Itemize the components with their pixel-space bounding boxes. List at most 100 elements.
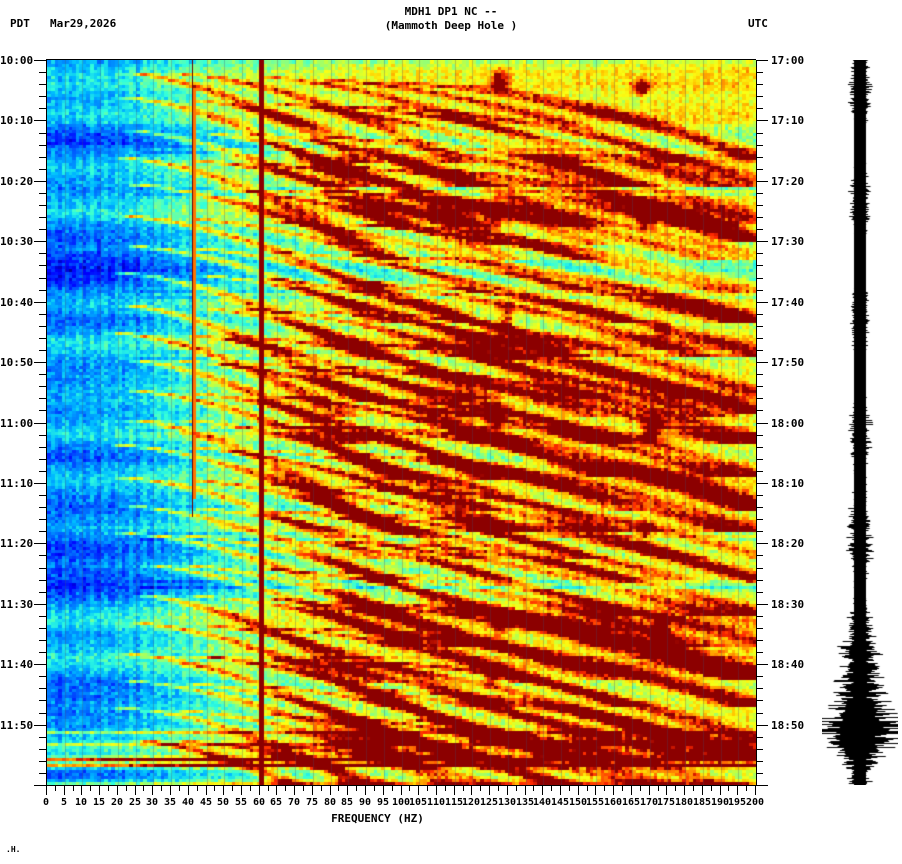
- time-tick-right: [756, 278, 763, 279]
- frequency-tick: [347, 786, 348, 795]
- frequency-label: 115: [444, 797, 464, 808]
- time-tick-left: [39, 737, 46, 738]
- time-tick-left: [34, 120, 46, 121]
- frequency-tick: [383, 786, 384, 795]
- time-tick-left: [39, 640, 46, 641]
- frequency-label: 150: [568, 797, 588, 808]
- station-code-title: MDH1 DP1 NC --: [404, 5, 498, 18]
- plot-frame-top: [46, 59, 756, 60]
- frequency-tick: [480, 786, 481, 791]
- timezone-left-label: PDT: [10, 17, 30, 30]
- frequency-label: 75: [305, 797, 319, 808]
- frequency-tick: [613, 786, 614, 795]
- time-tick-left: [34, 302, 46, 303]
- frequency-label: 55: [234, 797, 248, 808]
- time-label-local: 10:20: [0, 175, 34, 188]
- frequency-tick: [666, 786, 667, 795]
- time-tick-left: [39, 628, 46, 629]
- frequency-label: 110: [426, 797, 446, 808]
- frequency-label: 80: [323, 797, 337, 808]
- frequency-label: 125: [479, 797, 499, 808]
- time-tick-left: [39, 193, 46, 194]
- time-tick-right: [756, 737, 763, 738]
- frequency-axis-title: FREQUENCY (HZ): [331, 812, 424, 825]
- time-tick-right: [756, 302, 768, 303]
- time-tick-right: [756, 410, 763, 411]
- time-tick-right: [756, 72, 763, 73]
- frequency-tick: [374, 786, 375, 791]
- frequency-tick: [46, 786, 47, 795]
- time-tick-right: [756, 785, 768, 786]
- frequency-tick: [409, 786, 410, 791]
- time-tick-right: [756, 459, 763, 460]
- frequency-tick: [135, 786, 136, 795]
- frequency-tick: [170, 786, 171, 795]
- time-tick-left: [34, 725, 46, 726]
- frequency-tick: [551, 786, 552, 791]
- time-tick-left: [39, 652, 46, 653]
- frequency-tick: [206, 786, 207, 795]
- seismogram-trace: [822, 60, 898, 785]
- frequency-tick: [223, 786, 224, 795]
- time-label-local: 11:30: [0, 598, 34, 611]
- time-tick-right: [756, 314, 763, 315]
- time-label-local: 11:00: [0, 417, 34, 430]
- timezone-right-label: UTC: [748, 17, 768, 30]
- frequency-tick: [197, 786, 198, 791]
- frequency-label: 135: [515, 797, 535, 808]
- frequency-tick: [746, 786, 747, 791]
- frequency-label: 130: [497, 797, 517, 808]
- time-label-utc: 17:30: [771, 235, 805, 248]
- frequency-tick: [463, 786, 464, 791]
- frequency-tick: [533, 786, 534, 791]
- frequency-tick: [436, 786, 437, 795]
- frequency-tick: [268, 786, 269, 791]
- frequency-label: 85: [340, 797, 354, 808]
- time-tick-left: [39, 374, 46, 375]
- frequency-tick: [693, 786, 694, 791]
- frequency-label: 155: [585, 797, 605, 808]
- time-tick-left: [39, 749, 46, 750]
- time-label-local: 10:00: [0, 54, 34, 67]
- time-tick-left: [39, 507, 46, 508]
- frequency-tick: [392, 786, 393, 791]
- frequency-tick: [126, 786, 127, 791]
- spectrogram-plot[interactable]: [46, 60, 757, 785]
- time-tick-right: [756, 640, 763, 641]
- time-tick-left: [39, 72, 46, 73]
- time-tick-left: [39, 713, 46, 714]
- frequency-tick: [64, 786, 65, 795]
- time-label-utc: 17:20: [771, 175, 805, 188]
- time-tick-left: [39, 773, 46, 774]
- time-tick-right: [756, 713, 763, 714]
- time-tick-right: [756, 84, 763, 85]
- time-tick-left: [39, 676, 46, 677]
- time-tick-left: [39, 314, 46, 315]
- time-tick-left: [39, 217, 46, 218]
- time-tick-left: [39, 471, 46, 472]
- time-tick-right: [756, 616, 763, 617]
- time-tick-right: [756, 157, 763, 158]
- time-tick-right: [756, 290, 763, 291]
- frequency-tick: [356, 786, 357, 791]
- time-tick-right: [756, 652, 763, 653]
- time-tick-left: [39, 398, 46, 399]
- time-label-utc: 17:40: [771, 296, 805, 309]
- frequency-tick: [55, 786, 56, 791]
- time-tick-right: [756, 362, 768, 363]
- frequency-label: 15: [92, 797, 106, 808]
- time-tick-right: [756, 435, 763, 436]
- frequency-tick: [312, 786, 313, 795]
- time-label-utc: 18:00: [771, 417, 805, 430]
- frequency-tick: [569, 786, 570, 791]
- frequency-tick: [507, 786, 508, 795]
- frequency-tick: [516, 786, 517, 791]
- time-tick-left: [39, 386, 46, 387]
- time-tick-left: [34, 664, 46, 665]
- frequency-label: 175: [656, 797, 676, 808]
- frequency-tick: [622, 786, 623, 791]
- time-tick-left: [39, 133, 46, 134]
- time-tick-left: [39, 519, 46, 520]
- frequency-tick: [365, 786, 366, 795]
- frequency-tick: [595, 786, 596, 795]
